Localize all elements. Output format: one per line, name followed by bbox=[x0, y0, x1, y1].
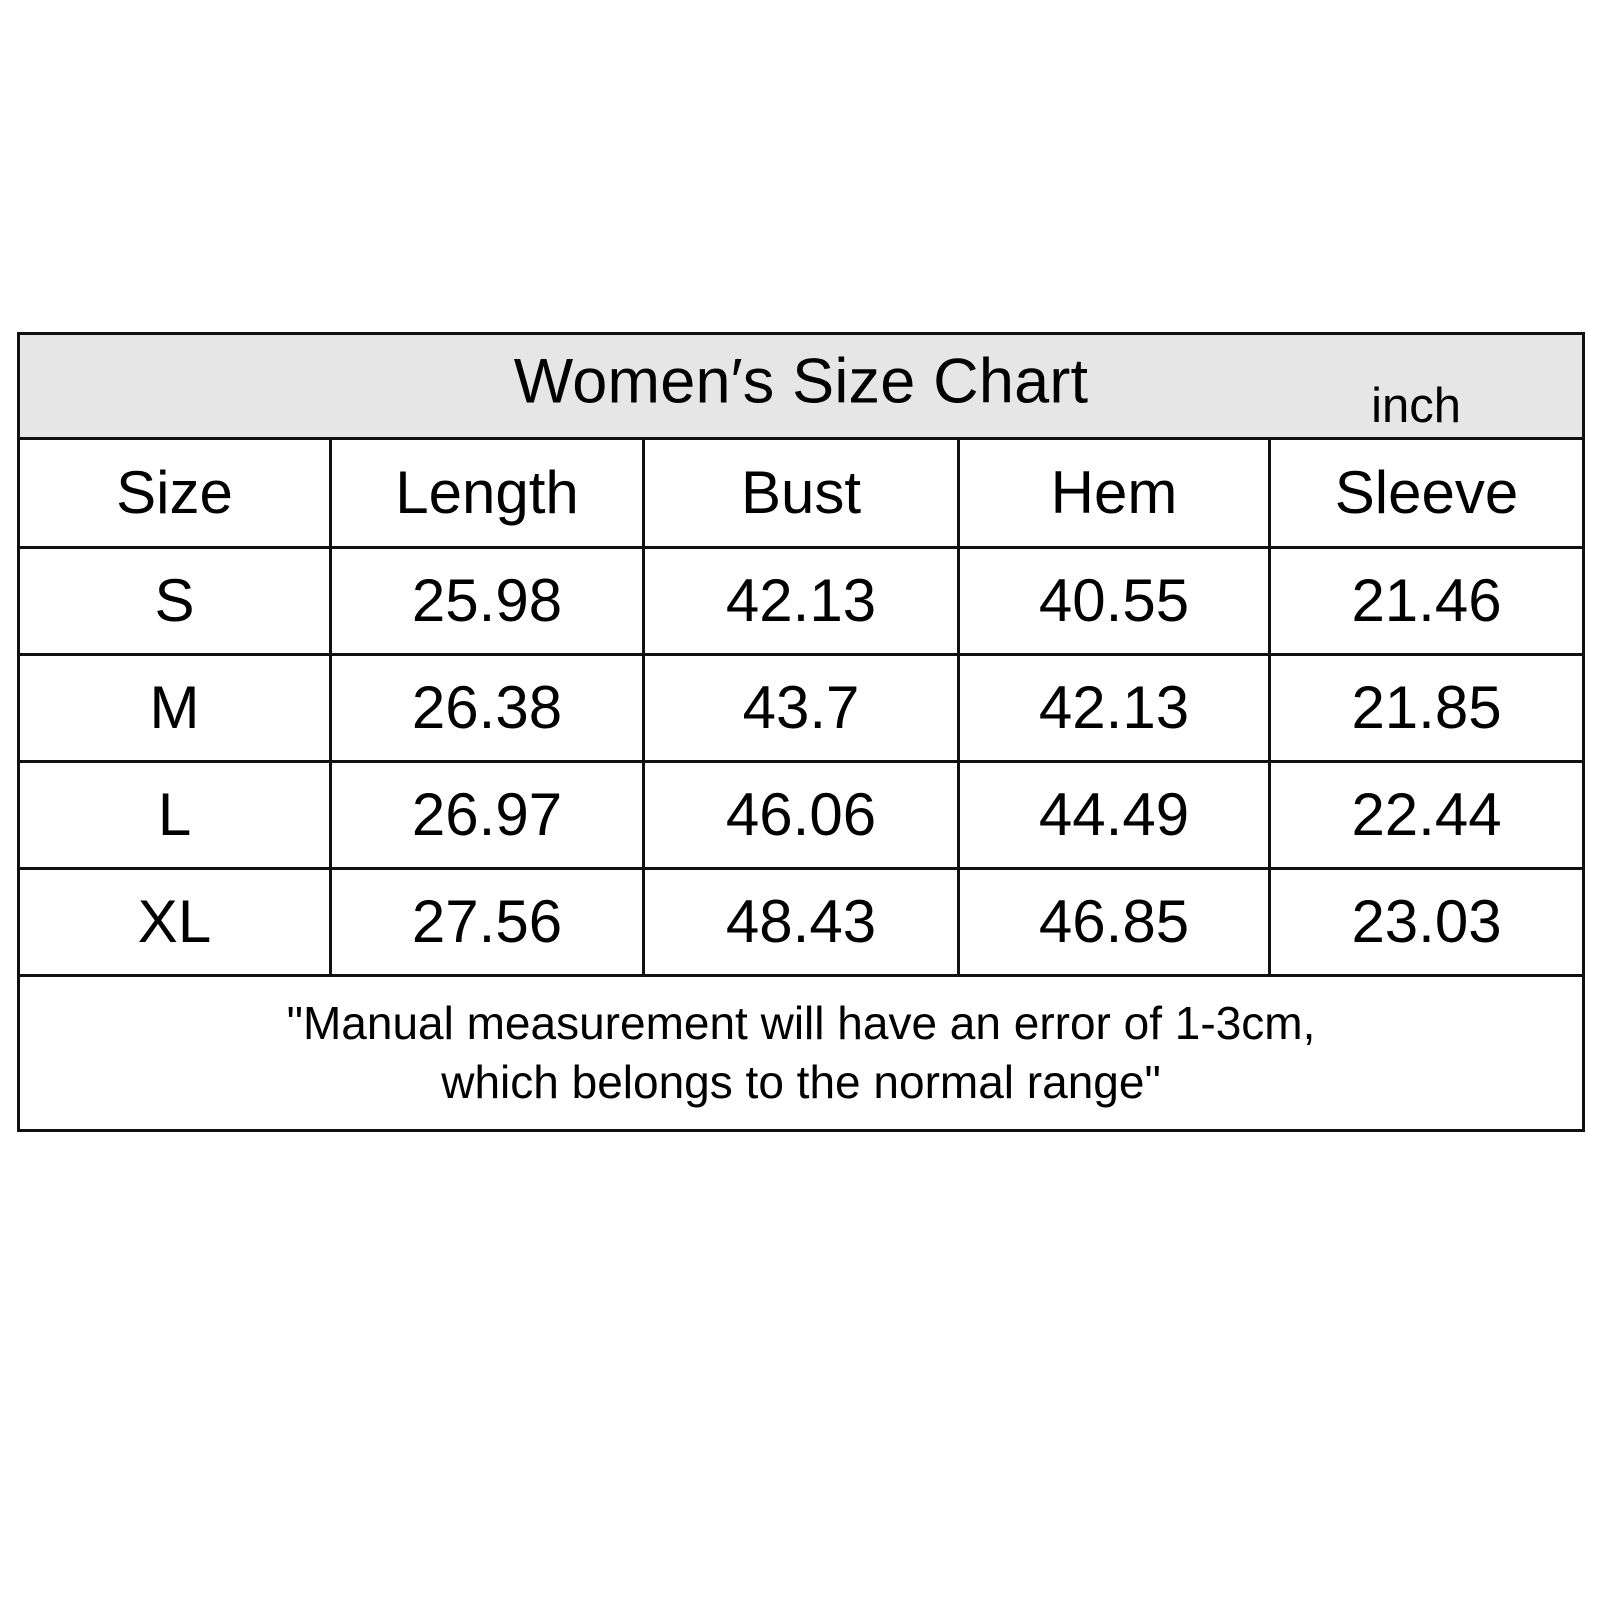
column-header-size: Size bbox=[17, 437, 332, 549]
cell-length: 26.97 bbox=[329, 760, 645, 870]
table-note-row: "Manual measurement will have an error o… bbox=[16, 974, 1586, 1132]
cell-size: L bbox=[17, 760, 332, 870]
cell-size: XL bbox=[17, 867, 332, 977]
table-header-row: Size Length Bust Hem Sleeve bbox=[17, 437, 1586, 549]
cell-bust: 48.43 bbox=[642, 867, 960, 977]
page-title: Women′s Size Chart bbox=[513, 346, 1089, 417]
cell-hem: 40.55 bbox=[957, 546, 1271, 656]
cell-length: 25.98 bbox=[329, 546, 645, 656]
measurement-disclaimer: "Manual measurement will have an error o… bbox=[286, 997, 1316, 1108]
cell-sleeve: 21.46 bbox=[1267, 546, 1586, 656]
table-row: L 26.97 46.06 44.49 22.44 bbox=[17, 760, 1586, 870]
cell-hem: 42.13 bbox=[957, 653, 1271, 763]
title-inner: Women′s Size Chart inch bbox=[20, 335, 1582, 437]
cell-length: 27.56 bbox=[329, 867, 645, 977]
table-row: XL 27.56 48.43 46.85 23.03 bbox=[17, 867, 1586, 977]
cell-bust: 42.13 bbox=[642, 546, 960, 656]
table-row: M 26.38 43.7 42.13 21.85 bbox=[17, 653, 1586, 763]
column-header-bust: Bust bbox=[642, 437, 960, 549]
cell-size: S bbox=[17, 546, 332, 656]
cell-bust: 43.7 bbox=[642, 653, 960, 763]
cell-size: M bbox=[17, 653, 332, 763]
column-header-sleeve: Sleeve bbox=[1267, 437, 1586, 549]
table-row: S 25.98 42.13 40.55 21.46 bbox=[17, 546, 1586, 656]
table-title-row: Women′s Size Chart inch bbox=[16, 332, 1586, 440]
title-cell: Women′s Size Chart inch bbox=[16, 332, 1586, 440]
cell-sleeve: 21.85 bbox=[1267, 653, 1586, 763]
cell-length: 26.38 bbox=[329, 653, 645, 763]
column-header-hem: Hem bbox=[957, 437, 1271, 549]
cell-hem: 46.85 bbox=[957, 867, 1271, 977]
womens-size-chart-table: Women′s Size Chart inch Size Length Bust… bbox=[16, 332, 1586, 1132]
cell-sleeve: 22.44 bbox=[1267, 760, 1586, 870]
unit-label: inch bbox=[1371, 379, 1462, 433]
cell-sleeve: 23.03 bbox=[1267, 867, 1586, 977]
note-cell: "Manual measurement will have an error o… bbox=[16, 974, 1586, 1132]
cell-hem: 44.49 bbox=[957, 760, 1271, 870]
cell-bust: 46.06 bbox=[642, 760, 960, 870]
column-header-length: Length bbox=[329, 437, 645, 549]
